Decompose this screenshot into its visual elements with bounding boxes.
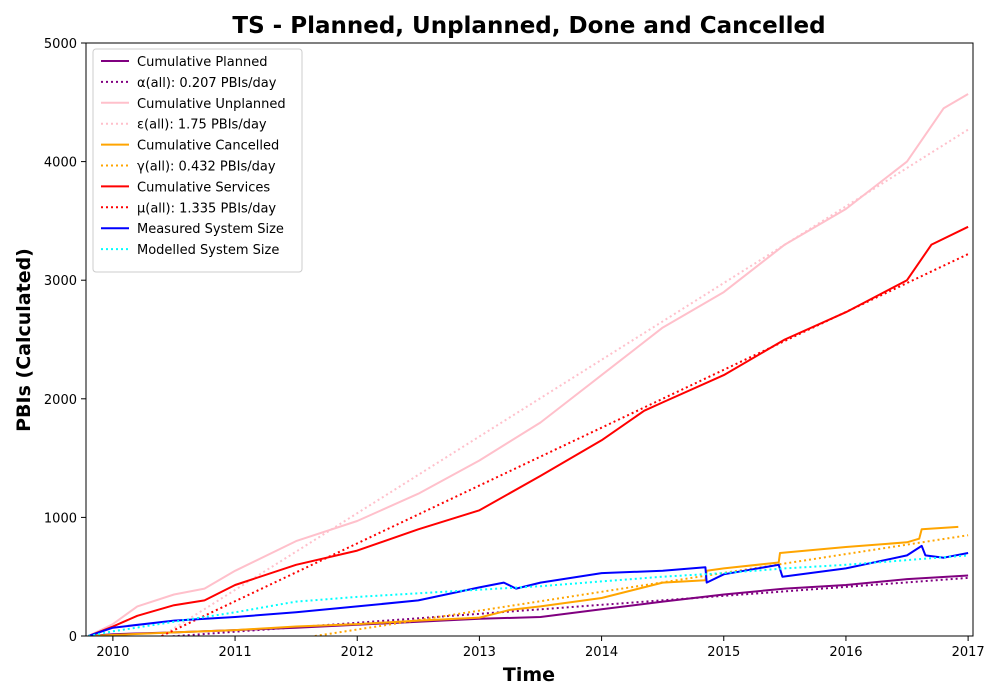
x-tick-label-7: 2017 — [952, 645, 985, 660]
legend: Cumulative Planned α(all): 0.207 PBIs/day… — [92, 48, 303, 273]
legend-label-9: Modelled System Size — [137, 243, 279, 258]
legend-label-1: α(all): 0.207 PBIs/day — [137, 76, 277, 91]
legend-label-3: ε(all): 1.75 PBIs/day — [137, 118, 267, 133]
x-tick-label-5: 2015 — [707, 645, 740, 660]
plot-frame — [85, 42, 974, 637]
legend-label-2: Cumulative Unplanned — [137, 97, 286, 112]
y-tick-label-5: 5000 — [44, 37, 77, 52]
legend-label-8: Measured System Size — [137, 222, 284, 237]
series-line-2 — [87, 93, 969, 636]
x-tick-label-1: 2011 — [219, 645, 252, 660]
y-tick-label-4: 4000 — [44, 156, 77, 171]
plot-area — [87, 93, 969, 636]
axes: 2010 2011 2012 2013 2014 2015 2016 2017 0 1000 200… — [44, 37, 985, 660]
y-tick-label-2: 2000 — [44, 393, 77, 408]
x-tick-label-0: 2010 — [96, 645, 129, 660]
legend-label-4: Cumulative Cancelled — [137, 139, 279, 154]
y-tick-label-3: 3000 — [44, 274, 77, 289]
series-line-8 — [88, 544, 969, 636]
series-line-7 — [161, 253, 969, 636]
x-tick-label-4: 2014 — [585, 645, 618, 660]
y-tick-label-0: 0 — [69, 630, 77, 645]
y-tick-label-1: 1000 — [44, 511, 77, 526]
x-axis-label: Time — [503, 664, 555, 686]
chart-title: TS - Planned, Unplanned, Done and Cancel… — [232, 13, 825, 39]
series-group — [87, 93, 969, 636]
legend-label-6: Cumulative Services — [137, 180, 270, 195]
series-line-3 — [161, 128, 969, 636]
series-line-9 — [88, 554, 969, 636]
legend-label-7: μ(all): 1.335 PBIs/day — [137, 201, 276, 216]
x-tick-label-3: 2013 — [463, 645, 496, 660]
x-tick-label-6: 2016 — [829, 645, 862, 660]
series-line-6 — [88, 225, 969, 636]
y-axis-label: PBIs (Calculated) — [13, 248, 35, 432]
x-tick-label-2: 2012 — [341, 645, 374, 660]
legend-box — [92, 48, 303, 273]
legend-label-0: Cumulative Planned — [137, 55, 267, 70]
legend-label-5: γ(all): 0.432 PBIs/day — [137, 160, 276, 175]
